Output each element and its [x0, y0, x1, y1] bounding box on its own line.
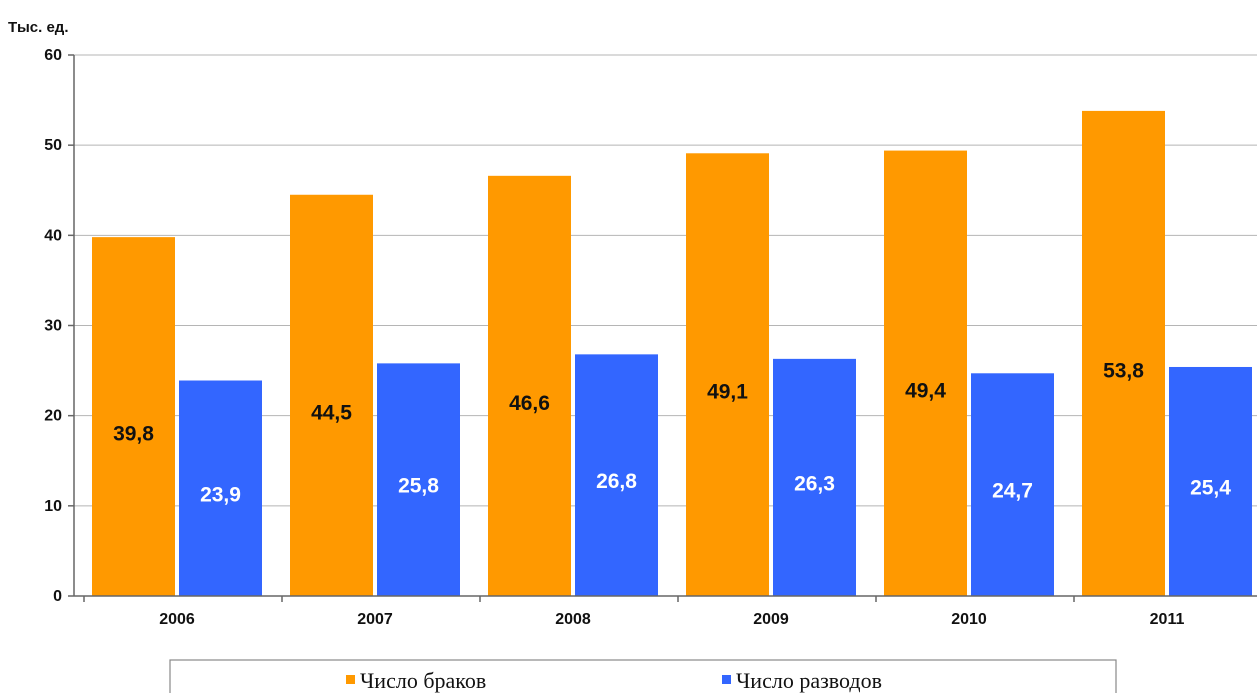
value-label: 26,3 — [794, 472, 835, 495]
divorces-bar — [575, 354, 658, 596]
x-tick-label: 2011 — [1150, 611, 1185, 628]
marriages-bar — [290, 194, 373, 596]
value-label: 39,8 — [113, 423, 154, 446]
value-label: 49,4 — [905, 379, 946, 402]
y-tick-label: 20 — [44, 408, 62, 425]
bars — [92, 110, 1252, 597]
legend: Число браков Число разводов — [169, 659, 1117, 693]
value-labels: 39,8 23,9 44,5 25,8 46,6 26,8 49,1 26,3 49,4 24,7… — [113, 359, 1231, 506]
marriages-bar — [884, 150, 967, 596]
divorces-bar — [179, 380, 262, 596]
legend-box — [169, 659, 1117, 693]
y-tick-label: 50 — [44, 137, 62, 154]
value-label: 46,6 — [509, 392, 550, 415]
x-tick-label: 2008 — [555, 611, 591, 628]
divorces-bar — [377, 363, 460, 596]
y-tick-label: 60 — [44, 47, 62, 64]
value-label: 25,8 — [398, 475, 439, 498]
x-tick-label: 2010 — [951, 611, 987, 628]
value-label: 26,8 — [596, 470, 637, 493]
y-tick-label: 0 — [53, 588, 62, 605]
value-label: 25,4 — [1190, 476, 1231, 499]
x-tick-label: 2007 — [357, 611, 393, 628]
x-axis-categories: 2006 2007 2008 2009 2010 2011 — [83, 596, 1185, 628]
legend-label-divorces: Число разводов — [736, 668, 882, 693]
marriages-bar — [686, 153, 769, 596]
legend-label-marriages: Число браков — [360, 668, 486, 693]
y-unit-label: Тыс. ед. — [8, 19, 68, 36]
y-tick-label: 10 — [44, 498, 62, 515]
value-label: 24,7 — [992, 480, 1033, 503]
y-axis-ticks: 0 10 20 30 40 50 60 — [44, 47, 74, 605]
y-tick-label: 40 — [44, 227, 62, 244]
value-label: 23,9 — [200, 483, 241, 506]
divorces-bar — [1169, 366, 1252, 596]
value-label: 49,1 — [707, 381, 748, 404]
divorces-bar — [773, 358, 856, 596]
gridlines — [74, 54, 1257, 507]
y-tick-label: 30 — [44, 318, 62, 335]
legend-swatch-divorces — [722, 675, 731, 684]
value-label: 44,5 — [311, 401, 352, 424]
marriages-bar — [488, 175, 571, 596]
divorces-bar — [971, 373, 1054, 596]
x-tick-label: 2006 — [159, 611, 195, 628]
x-tick-label: 2009 — [753, 611, 789, 628]
marriages-bar — [1082, 110, 1165, 597]
legend-swatch-marriages — [346, 675, 355, 684]
marriages-bar — [92, 237, 175, 597]
value-label: 53,8 — [1103, 359, 1144, 382]
